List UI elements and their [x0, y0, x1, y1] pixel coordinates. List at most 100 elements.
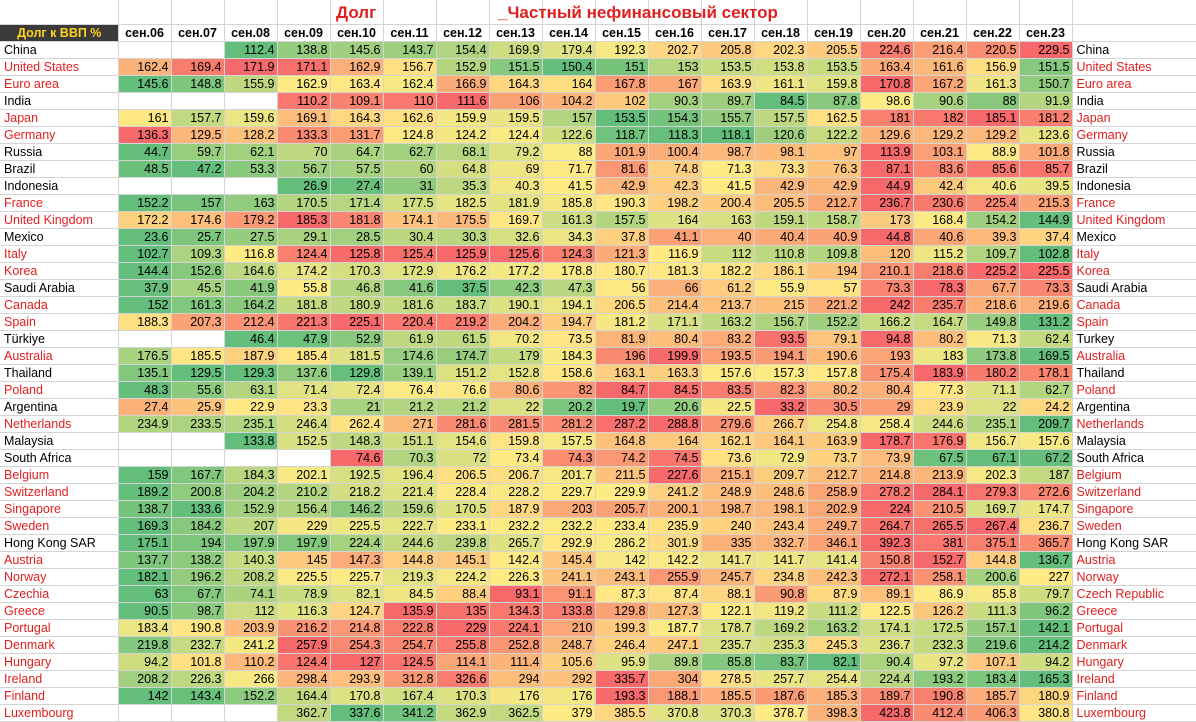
value-cell[interactable]: 181.8 [277, 296, 331, 314]
value-cell[interactable]: 124.2 [436, 126, 490, 144]
value-cell[interactable]: 272.1 [860, 568, 914, 586]
value-cell[interactable]: 193.5 [701, 347, 755, 365]
value-cell[interactable]: 84.5 [648, 381, 702, 399]
value-cell[interactable]: 199.9 [648, 347, 702, 365]
value-cell[interactable]: 66 [648, 279, 702, 297]
value-cell[interactable]: 145.4 [542, 551, 596, 569]
value-cell[interactable]: 157.5 [542, 432, 596, 450]
value-cell[interactable]: 221.4 [383, 483, 437, 501]
value-cell[interactable]: 110.2 [224, 653, 278, 671]
value-cell[interactable]: 164 [648, 432, 702, 450]
value-cell[interactable]: 254.7 [383, 636, 437, 654]
value-cell[interactable]: 188.3 [118, 313, 172, 331]
value-cell[interactable]: 62.7 [383, 143, 437, 161]
value-cell[interactable]: 142.1 [1019, 619, 1073, 637]
country-name[interactable]: France [0, 194, 119, 212]
value-cell[interactable]: 162.4 [118, 58, 172, 76]
value-cell[interactable]: 198.2 [648, 194, 702, 212]
value-cell[interactable]: 67.7 [966, 279, 1020, 297]
value-cell[interactable]: 161.6 [913, 58, 967, 76]
value-cell[interactable]: 216.4 [913, 41, 967, 59]
column-header[interactable]: сен.15 [595, 24, 649, 42]
value-cell[interactable]: 73.3 [754, 160, 808, 178]
value-cell[interactable]: 227 [1019, 568, 1073, 586]
value-cell[interactable]: 122.1 [701, 602, 755, 620]
value-cell[interactable]: 248.6 [754, 483, 808, 501]
value-cell[interactable]: 91.9 [1019, 92, 1073, 110]
empty-cell[interactable] [118, 0, 172, 25]
value-cell[interactable]: 142 [118, 687, 172, 705]
value-cell[interactable]: 67.5 [913, 449, 967, 467]
value-cell[interactable]: 144.8 [383, 551, 437, 569]
country-name[interactable]: Austria [0, 551, 119, 569]
value-cell[interactable]: 153.5 [701, 58, 755, 76]
value-cell[interactable]: 29 [860, 398, 914, 416]
value-cell[interactable]: 121.3 [595, 245, 649, 263]
value-cell[interactable]: 246.4 [277, 415, 331, 433]
value-cell[interactable]: 206.7 [489, 466, 543, 484]
empty-cell[interactable] [171, 0, 225, 25]
country-name[interactable]: South Africa [0, 449, 119, 467]
value-cell[interactable]: 281.6 [436, 415, 490, 433]
value-cell[interactable]: 183.4 [118, 619, 172, 637]
value-cell[interactable]: 212.7 [807, 466, 861, 484]
value-cell[interactable]: 85.7 [1019, 160, 1073, 178]
country-name-right[interactable]: Denmark [1072, 636, 1196, 654]
value-cell[interactable]: 154.3 [648, 109, 702, 127]
country-name[interactable]: Brazil [0, 160, 119, 178]
value-cell[interactable]: 156.9 [966, 58, 1020, 76]
value-cell[interactable]: 48.3 [118, 381, 172, 399]
value-cell[interactable]: 95.9 [595, 653, 649, 671]
country-name-right[interactable]: Russia [1072, 143, 1196, 161]
country-name[interactable]: Finland [0, 687, 119, 705]
column-header[interactable]: сен.21 [913, 24, 967, 42]
value-cell[interactable]: 120.6 [754, 126, 808, 144]
value-cell[interactable]: 76.3 [807, 160, 861, 178]
value-cell[interactable]: 181.6 [383, 296, 437, 314]
value-cell[interactable]: 272.6 [1019, 483, 1073, 501]
value-cell[interactable]: 170.5 [277, 194, 331, 212]
value-cell[interactable]: 252.8 [489, 636, 543, 654]
value-cell[interactable]: 190.8 [171, 619, 225, 637]
country-name[interactable]: Italy [0, 245, 119, 263]
value-cell[interactable]: 133.8 [224, 432, 278, 450]
value-cell[interactable]: 90.5 [118, 602, 172, 620]
value-cell[interactable]: 138.7 [118, 500, 172, 518]
value-cell[interactable]: 90.3 [648, 92, 702, 110]
value-cell[interactable]: 140.3 [224, 551, 278, 569]
value-cell[interactable]: 111.3 [966, 602, 1020, 620]
column-header[interactable]: сен.11 [383, 24, 437, 42]
value-cell[interactable]: 241.2 [648, 483, 702, 501]
value-cell[interactable]: 152.9 [224, 500, 278, 518]
value-cell[interactable]: 241.1 [542, 568, 596, 586]
value-cell[interactable]: 151.2 [436, 364, 490, 382]
country-name-right[interactable]: Indonesia [1072, 177, 1196, 195]
value-cell[interactable]: 381 [913, 534, 967, 552]
value-cell[interactable]: 83.2 [701, 330, 755, 348]
value-cell[interactable]: 187.6 [754, 687, 808, 705]
value-cell[interactable]: 71.3 [966, 330, 1020, 348]
country-name-right[interactable]: United States [1072, 58, 1196, 76]
value-cell[interactable]: 69 [489, 160, 543, 178]
value-cell[interactable]: 178.8 [542, 262, 596, 280]
value-cell[interactable]: 154.2 [966, 211, 1020, 229]
country-name-right[interactable]: Switzerland [1072, 483, 1196, 501]
value-cell[interactable]: 164.4 [277, 687, 331, 705]
value-cell[interactable]: 129.5 [171, 126, 225, 144]
country-name-right[interactable]: United Kingdom [1072, 211, 1196, 229]
value-cell[interactable]: 337.6 [330, 704, 384, 722]
value-cell[interactable]: 61.9 [383, 330, 437, 348]
value-cell[interactable]: 184.3 [542, 347, 596, 365]
corner-label[interactable]: Долг к ВВП % [0, 24, 119, 42]
country-name-right[interactable]: Netherlands [1072, 415, 1196, 433]
value-cell[interactable]: 22 [489, 398, 543, 416]
value-cell[interactable]: 155.7 [701, 109, 755, 127]
value-cell[interactable]: 84.7 [595, 381, 649, 399]
value-cell[interactable]: 292.9 [542, 534, 596, 552]
value-cell[interactable]: 152.7 [913, 551, 967, 569]
value-cell[interactable]: 181.5 [330, 347, 384, 365]
column-header[interactable]: сен.06 [118, 24, 172, 42]
value-cell[interactable]: 41.5 [701, 177, 755, 195]
value-cell[interactable]: 161.3 [966, 75, 1020, 93]
value-cell[interactable]: 25.7 [171, 228, 225, 246]
